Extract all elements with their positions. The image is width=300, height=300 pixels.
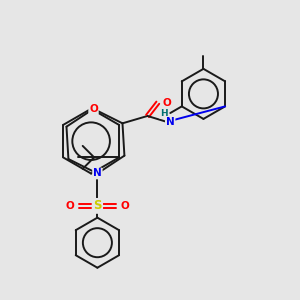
Text: S: S	[93, 200, 102, 212]
Text: H: H	[160, 109, 167, 118]
Text: O: O	[65, 201, 74, 211]
Text: N: N	[93, 169, 102, 178]
Text: O: O	[162, 98, 171, 108]
Text: N: N	[166, 117, 175, 128]
Text: O: O	[121, 201, 130, 211]
Text: O: O	[89, 104, 98, 114]
